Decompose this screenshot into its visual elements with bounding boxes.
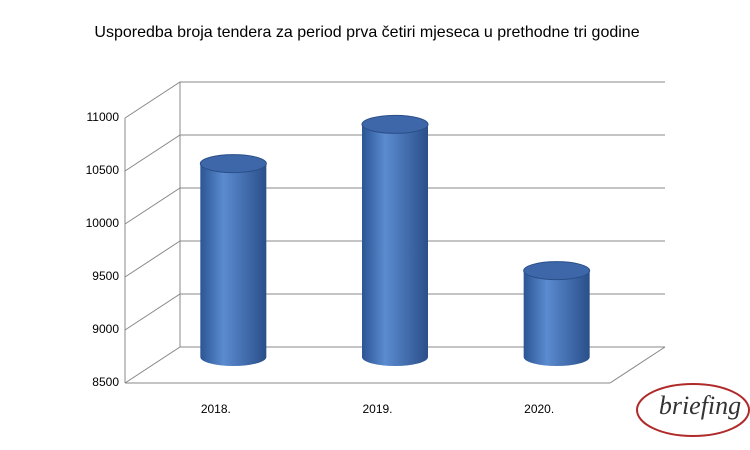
bar	[200, 163, 267, 367]
y-tick-label: 9000	[92, 322, 119, 336]
grid-line	[124, 187, 665, 225]
bar-top	[523, 261, 591, 281]
grid-line	[124, 293, 665, 331]
y-tick-label: 8500	[92, 375, 119, 389]
y-tick-label: 11000	[87, 110, 120, 124]
x-tick-label: 2020.	[524, 402, 554, 416]
grid-line	[124, 81, 665, 119]
bar-top	[361, 114, 429, 134]
y-tick-label: 9500	[92, 269, 119, 283]
logo: briefing	[659, 391, 741, 420]
logo-ring	[636, 383, 750, 437]
y-tick-label: 10500	[86, 163, 120, 177]
x-tick-label: 2019.	[362, 402, 392, 416]
grid-line	[124, 240, 665, 278]
chart-title: Usporedba broja tendera za period prva č…	[94, 24, 639, 41]
y-tick-label: 10000	[86, 216, 120, 230]
bar	[523, 270, 590, 366]
bar	[362, 124, 428, 366]
grid-line	[124, 134, 665, 172]
floor-edge	[609, 346, 666, 384]
x-tick-label: 2018.	[201, 402, 231, 416]
grid-line	[124, 346, 665, 384]
bar-top	[199, 154, 267, 174]
